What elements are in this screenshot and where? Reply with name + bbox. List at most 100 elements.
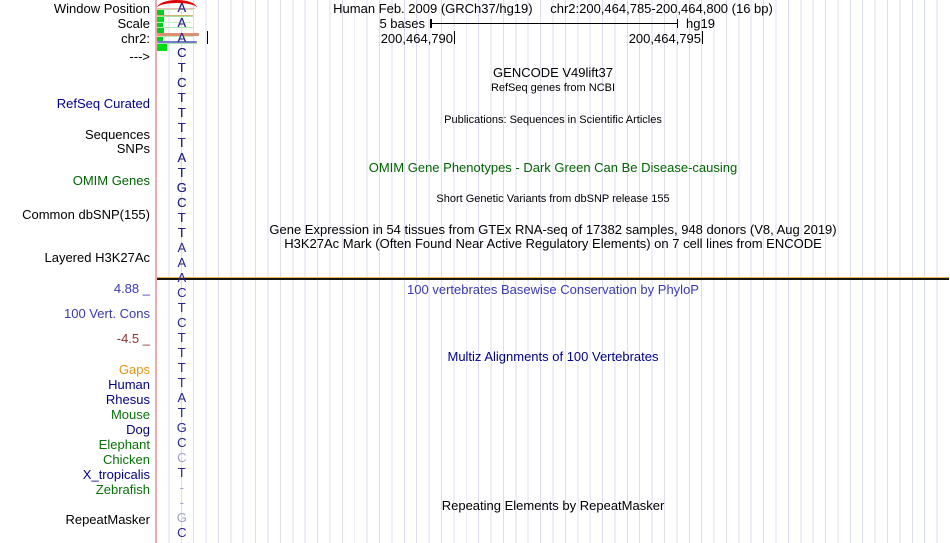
strand-arrow: ---> [129, 48, 150, 64]
track-label-repeatmasker[interactable]: RepeatMasker [65, 511, 150, 527]
alignment-base-letter: G [176, 510, 187, 525]
alignment-base-letter: T [177, 60, 186, 75]
ruler-coord-left: 200,464,790 [380, 30, 453, 46]
phylop-mark-arc [157, 0, 197, 8]
track-title-gencode[interactable]: GENCODE V49lift37 [493, 64, 613, 80]
reference-base-letter: G [176, 180, 187, 195]
alignment-base-letter: A [177, 0, 187, 15]
scale-assembly: hg19 [686, 15, 715, 31]
alignment-base-letter: T [177, 465, 186, 480]
alignment-base-letter: A [177, 270, 187, 285]
scale-value: 5 bases [379, 15, 425, 31]
window-position-header: Human Feb. 2009 (GRCh37/hg19) chr2:200,4… [157, 1, 949, 16]
alignment-base-letter: G [176, 180, 187, 195]
phylop-mark-line [157, 22, 191, 23]
ruler-tick [454, 31, 455, 44]
phylop-scale-min: -4.5 _ [116, 330, 150, 346]
species-label-dog[interactable]: Dog [126, 421, 150, 437]
alignment-base-letter: C [177, 450, 187, 465]
track-title-h3k27ac[interactable]: H3K27Ac Mark (Often Found Near Active Re… [284, 235, 822, 251]
species-label-rhesus[interactable]: Rhesus [105, 391, 150, 407]
assembly-title: Human Feb. 2009 (GRCh37/hg19) [333, 0, 533, 16]
alignment-base-letter: - [179, 495, 184, 510]
alignment-base-letter: T [177, 345, 186, 360]
phylop-scale-max: 4.88 _ [113, 280, 150, 296]
phylop-mark-line [157, 9, 193, 10]
scale-bar [430, 22, 678, 24]
reference-base-letter: C [177, 195, 187, 210]
reference-base-letter: T [177, 60, 186, 75]
phylop-mark-line [157, 41, 197, 43]
track-title-phylop[interactable]: 100 vertebrates Basewise Conservation by… [407, 281, 699, 297]
position-range: chr2:200,464,785-200,464,800 (16 bp) [550, 0, 773, 16]
reference-base-letter: T [177, 105, 186, 120]
window-position-label: Window Position [53, 0, 150, 16]
ruler-tick [207, 31, 208, 44]
species-label-elephant[interactable]: Elephant [98, 436, 150, 452]
phylop-mark-line [157, 33, 199, 36]
alignment-base-letter: C [177, 315, 187, 330]
phylop-mark-line [157, 43, 197, 44]
alignment-base-letter: C [177, 285, 187, 300]
track-subtitle-refseq[interactable]: RefSeq genes from NCBI [490, 81, 616, 94]
alignment-base-letter: C [177, 525, 187, 540]
track-title-publications[interactable]: Publications: Sequences in Scientific Ar… [444, 113, 662, 126]
reference-base-letter: A [177, 30, 187, 45]
h3k27ac-track-line [157, 276, 949, 278]
alignment-base-letter: C [177, 75, 187, 90]
reference-base-letter: T [177, 120, 186, 135]
alignment-base-letter: C [177, 45, 187, 60]
track-title-gtex[interactable]: Gene Expression in 54 tissues from GTEx … [269, 221, 837, 237]
species-label-mouse[interactable]: Mouse [110, 406, 150, 422]
track-label-gaps[interactable]: Gaps [118, 361, 150, 377]
alignment-base-letter: T [177, 300, 186, 315]
scale-label: Scale [117, 15, 150, 31]
phylop-mark-square [157, 17, 164, 22]
track-label-sequences[interactable]: Sequences [84, 126, 150, 142]
species-label-chicken[interactable]: Chicken [103, 451, 150, 467]
track-label-layered-h3k27ac[interactable]: Layered H3K27Ac [44, 249, 150, 265]
track-label-snps[interactable]: SNPs [116, 140, 150, 156]
track-title-repeatmasker[interactable]: Repeating Elements by RepeatMasker [441, 497, 665, 513]
alignment-base-letter: T [177, 330, 186, 345]
reference-base-letter: T [177, 225, 186, 240]
alignment-base-letter: T [177, 360, 186, 375]
phylop-mark-line [157, 27, 193, 28]
reference-base-letter: A [177, 150, 187, 165]
alignment-base-letter: T [177, 90, 186, 105]
phylop-mark-line [157, 15, 193, 16]
reference-base-letter: T [177, 90, 186, 105]
track-label-common-dbsnp[interactable]: Common dbSNP(155) [22, 206, 150, 222]
phylop-mark-square [157, 28, 164, 33]
species-label-zebrafish[interactable]: Zebrafish [95, 481, 150, 497]
alignment-base-letter: G [176, 420, 187, 435]
track-area[interactable]: Human Feb. 2009 (GRCh37/hg19) chr2:200,4… [155, 0, 949, 543]
alignment-base-letter: T [177, 105, 186, 120]
phylop-mark-square [157, 37, 163, 41]
track-label-vert-cons[interactable]: 100 Vert. Cons [64, 305, 150, 321]
phylop-mark-square [157, 23, 163, 27]
track-title-multiz[interactable]: Multiz Alignments of 100 Vertebrates [447, 348, 659, 364]
alignment-base-letter: C [177, 435, 187, 450]
reference-base-letter: T [177, 135, 186, 150]
ruler-tick [702, 31, 703, 44]
track-label-refseq-curated[interactable]: RefSeq Curated [56, 95, 150, 111]
track-title-omim[interactable]: OMIM Gene Phenotypes - Dark Green Can Be… [368, 159, 738, 175]
alignment-base-letter: A [177, 150, 187, 165]
track-label-omim-genes[interactable]: OMIM Genes [72, 172, 150, 188]
reference-base-letter: T [177, 210, 186, 225]
alignment-base-letter: T [177, 120, 186, 135]
ruler-coord-right: 200,464,795 [628, 30, 701, 46]
phylop-mark-line [157, 36, 193, 37]
scale-bar-right-cap [676, 18, 678, 28]
alignment-base-letter: T [177, 210, 186, 225]
phylop-mark-square [157, 10, 164, 15]
alignment-base-letter: T [177, 375, 186, 390]
alignment-base-letter: T [177, 405, 186, 420]
species-label-human[interactable]: Human [108, 376, 150, 392]
alignment-base-letter: A [177, 255, 187, 270]
alignment-base-letter: A [177, 15, 187, 30]
track-title-dbsnp[interactable]: Short Genetic Variants from dbSNP releas… [436, 192, 670, 205]
species-label-x_tropicalis[interactable]: X_tropicalis [82, 466, 150, 482]
